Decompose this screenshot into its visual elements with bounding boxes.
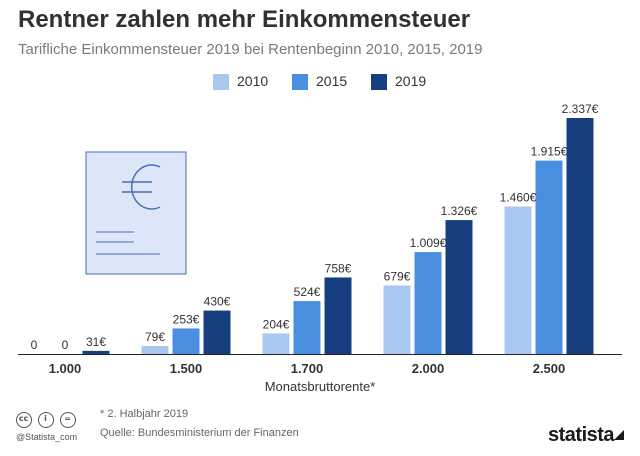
value-labels-group: 0 0 31€ 79€ 253€ 430€ 204€ 524€ 758€ 679€ 1.009€ 1.… — [31, 102, 599, 352]
value-label-2015-1.000: 0 — [62, 338, 69, 352]
legend-swatch-2015 — [292, 74, 308, 90]
value-label-2019-2.500: 2.337€ — [562, 102, 599, 116]
value-label-2015-2.000: 1.009€ — [410, 236, 447, 250]
legend-label-2015: 2015 — [316, 73, 348, 89]
x-axis-title: Monatsbruttorente* — [265, 379, 376, 394]
x-tick-label-1.700: 1.700 — [291, 361, 324, 376]
bar-2010-2.000 — [383, 285, 411, 354]
tax-document-icon — [85, 151, 187, 275]
nd-icon[interactable]: = — [60, 412, 76, 428]
bar-2019-1.700 — [324, 277, 352, 354]
document-sheet — [85, 151, 187, 275]
bar-2019-2.000 — [445, 220, 473, 354]
value-label-2019-2.000: 1.326€ — [441, 204, 478, 218]
value-label-2010-1.000: 0 — [31, 338, 38, 352]
value-label-2019-1.000: 31€ — [86, 335, 106, 349]
bar-2015-2.000 — [414, 252, 442, 354]
bars-group — [82, 118, 594, 354]
source-note: Quelle: Bundesministerium der Finanzen — [100, 427, 299, 439]
bar-2010-1.700 — [262, 333, 290, 354]
bar-2019-1.500 — [203, 310, 231, 354]
value-label-2019-1.500: 430€ — [204, 295, 231, 309]
footnote: * 2. Halbjahr 2019 — [100, 408, 189, 420]
bar-2015-2.500 — [535, 160, 563, 354]
value-label-2019-1.700: 758€ — [325, 261, 352, 275]
statista-logo[interactable]: statista — [548, 424, 615, 446]
bar-2019-2.500 — [566, 118, 594, 354]
x-tick-label-2.000: 2.000 — [412, 361, 445, 376]
chart-title: Rentner zahlen mehr Einkommensteuer — [18, 6, 471, 33]
cc-icon[interactable]: cc — [16, 412, 32, 428]
value-label-2010-1.700: 204€ — [263, 317, 290, 331]
value-label-2010-1.500: 79€ — [145, 330, 165, 344]
statista-handle[interactable]: @Statista_com — [16, 432, 78, 442]
x-tick-label-1.000: 1.000 — [49, 361, 82, 376]
value-label-2015-1.700: 524€ — [294, 285, 321, 299]
bar-2015-1.500 — [172, 328, 200, 354]
bar-2010-1.500 — [141, 346, 169, 354]
bar-2015-1.700 — [293, 301, 321, 354]
bar-2019-1.000 — [82, 350, 110, 354]
legend-swatch-2019 — [371, 74, 387, 90]
by-icon[interactable]: i — [38, 412, 54, 428]
x-tick-label-1.500: 1.500 — [170, 361, 203, 376]
value-label-2015-1.500: 253€ — [173, 312, 200, 326]
euro-sign-icon — [130, 164, 161, 210]
chart-subtitle: Tarifliche Einkommensteuer 2019 bei Rent… — [18, 41, 483, 58]
bar-2010-2.500 — [504, 206, 532, 354]
legend: 2010 2015 2019 — [0, 72, 640, 92]
statista-logo-mark-icon — [614, 430, 624, 440]
x-tick-labels-group: 1.000 1.500 1.700 2.000 2.500 — [49, 361, 566, 376]
legend-label-2010: 2010 — [237, 73, 269, 89]
bar-chart: 0 0 31€ 79€ 253€ 430€ 204€ 524€ 758€ 679€ 1.009€ 1.… — [18, 102, 622, 394]
legend-swatch-2010 — [213, 74, 229, 90]
value-label-2010-2.000: 679€ — [384, 269, 411, 283]
value-label-2010-2.500: 1.460€ — [500, 191, 537, 205]
value-label-2015-2.500: 1.915€ — [531, 145, 568, 159]
x-tick-label-2.500: 2.500 — [533, 361, 566, 376]
legend-label-2019: 2019 — [395, 73, 427, 89]
